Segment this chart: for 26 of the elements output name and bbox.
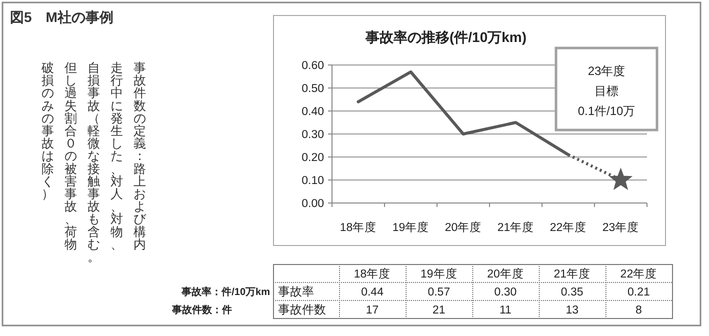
text: 事故率：件/10万km [180,286,270,298]
x-tick-label: 20年度 [444,220,482,234]
annotation: 目標 [594,84,618,98]
text: 破損のみの事故は除く） [42,61,54,201]
y-tick-label: 0.60 [302,60,324,72]
table: 18年度 0.44 17 19年度 0.57 21 20年度 0.30 11 21年度 0.35 13 22年度 0.21 8 事故率 事故件数 [272,264,673,319]
y-tick-label: 0.40 [302,106,324,118]
text: 事故件数の定義：路上および構内 [134,61,146,252]
text: 自損事故（軽微な接触事故も含む。 [88,61,100,264]
chart-title: 事故率の推移(件/10万km) [364,29,527,45]
y-tick-label: 0.10 [302,175,324,187]
caption: 図5 M社の事例 [10,9,114,25]
y-tick-label: 0.50 [302,83,324,95]
text: 事故件数：件 [171,304,232,316]
y-tick-label: 0.20 [302,152,324,164]
x-tick-label: 21年度 [497,220,534,234]
x-tick-label: 22年度 [550,220,587,234]
x-tick-label: 18年度 [340,220,377,234]
x-tick-label: 23年度 [602,220,640,234]
y-tick-label: 0.00 [302,198,324,210]
text: 走行中に発生した、対人、対物、 [110,61,124,252]
text: 但し過失割合０の被害事故、荷物 [64,61,78,252]
annotation: 23年度 [588,64,626,78]
annotation: 0.1件/10万 [578,104,636,118]
x-tick-label: 19年度 [392,220,430,234]
y-tick-label: 0.30 [302,129,324,141]
